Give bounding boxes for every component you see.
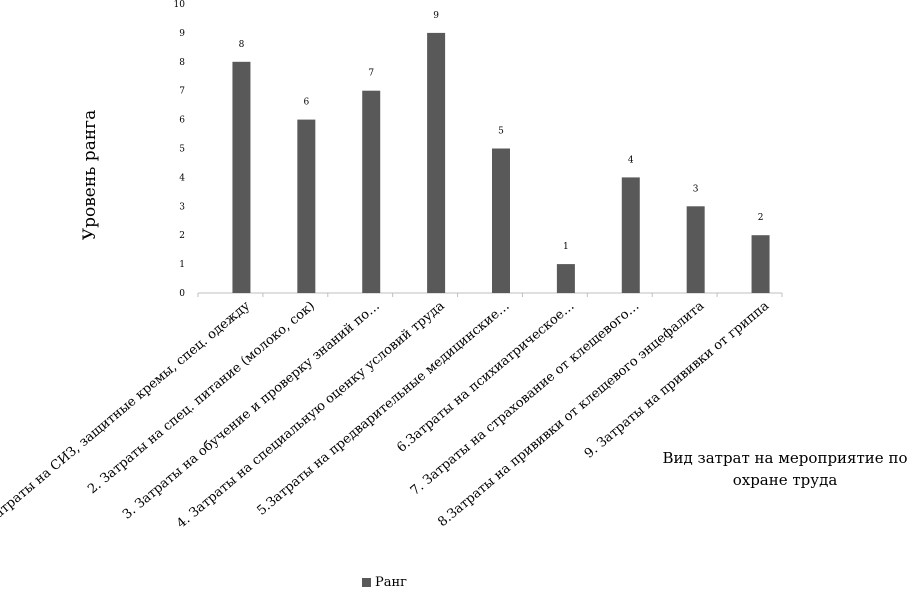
y-tick-label: 7 — [179, 87, 185, 97]
bar — [621, 177, 640, 293]
data-label: 8 — [239, 40, 245, 50]
data-label: 3 — [693, 184, 699, 194]
bar — [362, 90, 381, 293]
legend-label: Ранг — [375, 574, 407, 590]
data-label: 1 — [563, 242, 569, 252]
y-tick-label: 4 — [179, 173, 185, 183]
data-label: 6 — [303, 98, 309, 108]
bar — [427, 32, 446, 294]
y-tick-label: 5 — [179, 145, 185, 155]
y-tick-label: 8 — [179, 58, 185, 68]
y-tick-label: 3 — [179, 202, 185, 212]
data-label: 4 — [628, 155, 634, 165]
y-tick-label: 6 — [179, 116, 185, 126]
y-tick-label: 10 — [174, 0, 186, 10]
data-label: 9 — [433, 11, 439, 21]
y-tick-label: 9 — [179, 29, 185, 39]
y-tick-label: 0 — [179, 289, 185, 299]
bar — [686, 206, 705, 293]
bar — [297, 119, 316, 293]
data-label: 2 — [758, 213, 764, 223]
bar — [556, 264, 575, 293]
category-label: 3. Затраты на обучение и проверку знаний… — [120, 299, 383, 523]
category-label: 2. Затраты на спец. питание (молоко, сок… — [85, 299, 318, 498]
bar — [492, 148, 510, 293]
data-label: 7 — [368, 69, 374, 79]
category-label: 7. Затраты на страхование от клещевого… — [408, 299, 643, 499]
y-tick-label: 1 — [179, 260, 185, 270]
legend-swatch — [362, 577, 371, 587]
legend: Ранг — [362, 574, 407, 590]
y-axis-title-text: Уровень ранга — [80, 109, 100, 241]
x-axis-title: Вид затрат на мероприятие по охране труд… — [662, 449, 908, 489]
data-label: 5 — [498, 127, 504, 137]
bar — [232, 61, 251, 293]
bar — [751, 235, 770, 293]
y-tick-label: 2 — [179, 231, 185, 241]
